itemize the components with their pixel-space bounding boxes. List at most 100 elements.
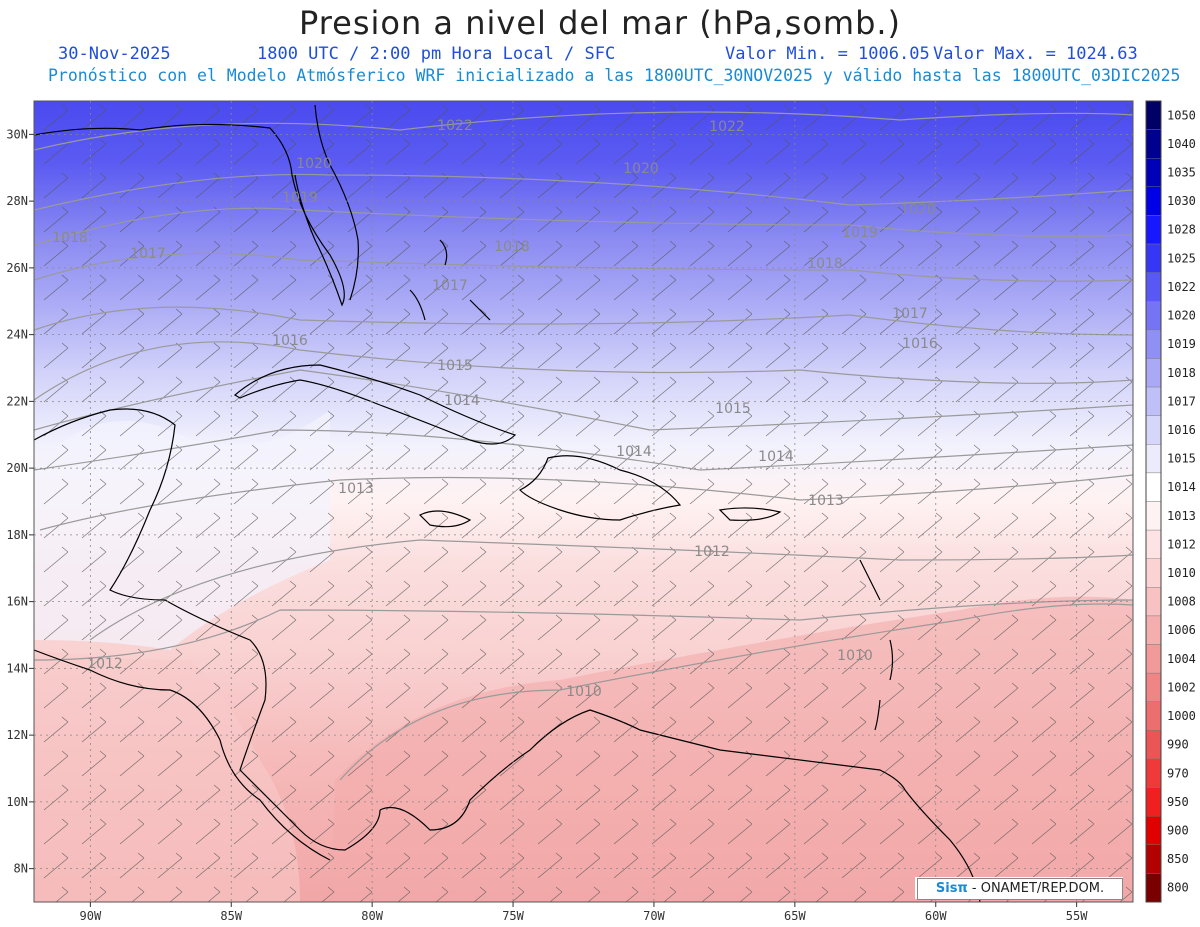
yucatan-central-america — [34, 408, 381, 851]
colorbar-swatch — [1145, 644, 1162, 674]
colorbar-label: 1016 — [1167, 423, 1196, 437]
colorbar-swatch — [1145, 272, 1162, 302]
colorbar-swatch — [1145, 730, 1162, 760]
date-label: 30-Nov-2025 — [58, 44, 171, 64]
colorbar-swatch — [1145, 186, 1162, 216]
florida-east-coast — [314, 104, 359, 301]
isobar-label: 1014 — [444, 393, 480, 409]
isobar-label: 1019 — [842, 225, 878, 241]
colorbar-swatch — [1145, 215, 1162, 245]
isobar-labels: 1022 1022 1020 1020 1020 1019 1019 1018 1018 1018… — [52, 118, 938, 700]
colorbar-swatch — [1145, 415, 1162, 445]
isobar-label: 1016 — [902, 336, 938, 352]
isobar-label: 1014 — [616, 444, 652, 460]
gulf-coast — [34, 123, 345, 307]
colorbar-swatch — [1145, 615, 1162, 645]
colorbar-swatch — [1145, 558, 1162, 588]
colorbar-label: 1020 — [1167, 309, 1196, 323]
lon-tick-label: 90W — [80, 909, 102, 923]
isobar-label: 1016 — [272, 333, 308, 349]
lon-tick-label: 60W — [925, 909, 947, 923]
colorbar-swatch — [1145, 129, 1162, 159]
lat-tick-label: 22N — [6, 394, 28, 408]
puerto-rico — [718, 507, 782, 521]
isobar-label: 1013 — [338, 481, 374, 497]
page-title: Presion a nivel del mar (hPa,somb.) — [298, 4, 902, 42]
colorbar-swatch — [1145, 444, 1162, 474]
grid-lines — [34, 101, 1133, 902]
colorbar-label: 950 — [1167, 795, 1189, 809]
lat-tick-label: 30N — [6, 127, 28, 141]
isobar-label: 1010 — [566, 684, 602, 700]
lon-tick-label: 70W — [643, 909, 665, 923]
mexico-pacific-coast — [34, 649, 331, 861]
isobar-label: 1018 — [52, 230, 88, 246]
credit-text: - ONAMET/REP.DOM. — [967, 881, 1105, 896]
lat-tick-label: 26N — [6, 261, 28, 275]
colorbar-swatch — [1145, 529, 1162, 559]
colorbar-swatch — [1145, 243, 1162, 273]
colorbar-label: 1002 — [1167, 680, 1196, 694]
colorbar-label: 800 — [1167, 881, 1189, 895]
colorbar-label: 1030 — [1167, 194, 1196, 208]
isobar-label: 1014 — [758, 449, 794, 465]
sispi-logo-text: Sisπ — [935, 881, 968, 896]
colorbar-label: 900 — [1167, 823, 1189, 837]
lon-tick-label: 65W — [784, 909, 806, 923]
colorbar-swatch — [1145, 844, 1162, 874]
colorbar-label: 1019 — [1167, 337, 1196, 351]
isobar-label: 1017 — [432, 278, 468, 294]
lat-tick-label: 20N — [6, 461, 28, 475]
lat-tick-label: 10N — [6, 795, 28, 809]
longitude-labels: 90W 85W 80W 75W 70W 65W 60W 55W — [80, 902, 1088, 923]
colorbar-label: 1015 — [1167, 452, 1196, 466]
isobar-label: 1018 — [807, 256, 843, 272]
map-frame — [33, 100, 1134, 903]
isobar-label: 1017 — [892, 306, 928, 322]
isobar-label: 1013 — [808, 493, 844, 509]
colorbar-swatch — [1145, 701, 1162, 731]
colorbar-label: 1050 — [1167, 108, 1196, 122]
colorbar-swatch — [1145, 301, 1162, 331]
isobar-label: 1017 — [130, 246, 166, 262]
min-value-label: Valor Min. = 1006.05 — [725, 44, 930, 64]
colorbar-label: 1040 — [1167, 137, 1196, 151]
colorbar-label: 1004 — [1167, 652, 1196, 666]
lat-tick-label: 8N — [14, 862, 28, 876]
lat-tick-label: 24N — [6, 328, 28, 342]
colorbar-swatch — [1145, 787, 1162, 817]
colorbar-swatch — [1145, 501, 1162, 531]
lon-tick-label: 85W — [220, 909, 242, 923]
isobar-label: 1015 — [715, 401, 751, 417]
colorbar-label: 1035 — [1167, 166, 1196, 180]
lon-tick-label: 75W — [502, 909, 524, 923]
wind-barbs — [34, 101, 1133, 902]
colorbar-label: 970 — [1167, 766, 1189, 780]
colorbar-swatch — [1145, 158, 1162, 188]
colorbar-label: 1014 — [1167, 480, 1196, 494]
colorbar-label: 1018 — [1167, 366, 1196, 380]
lat-tick-label: 12N — [6, 728, 28, 742]
colorbar-swatch — [1145, 329, 1162, 359]
max-value-label: Valor Max. = 1024.63 — [933, 44, 1138, 64]
colorbar-label: 1000 — [1167, 709, 1196, 723]
hispaniola — [518, 455, 682, 521]
colorbar-label: 850 — [1167, 852, 1189, 866]
isobars — [34, 111, 1133, 781]
lon-tick-label: 55W — [1066, 909, 1088, 923]
colorbar-swatch — [1145, 587, 1162, 617]
colorbar-swatch — [1145, 386, 1162, 416]
isobar-label: 1015 — [437, 358, 473, 374]
colorbar-label: 1006 — [1167, 623, 1196, 637]
time-label: 1800 UTC / 2:00 pm Hora Local / SFC — [257, 44, 616, 64]
lon-tick-label: 80W — [361, 909, 383, 923]
colorbar-swatch — [1145, 672, 1162, 702]
colorbar-legend: 1050 1040 1035 1030 1028 1025 1022 1020 1019 1018… — [1145, 100, 1196, 903]
lat-tick-label: 18N — [6, 528, 28, 542]
colorbar-swatch — [1145, 358, 1162, 388]
lesser-antilles — [859, 559, 894, 731]
lat-tick-label: 14N — [6, 661, 28, 675]
colorbar-swatch — [1145, 472, 1162, 502]
isobar-label: 1012 — [87, 656, 123, 672]
